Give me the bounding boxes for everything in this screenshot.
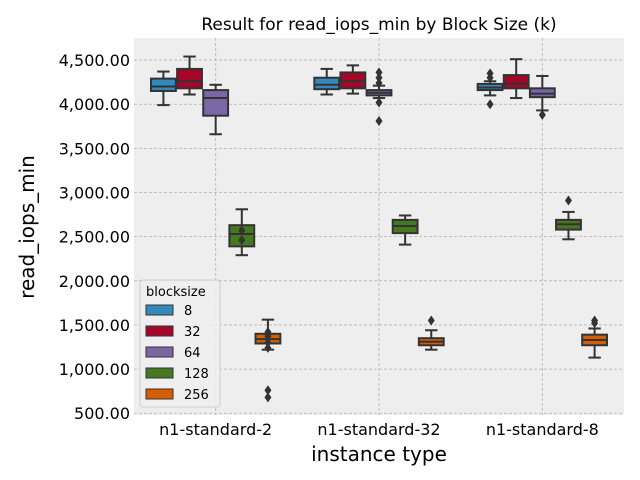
chart-title: Result for read_iops_min by Block Size (…	[201, 15, 556, 35]
box-32-n1-standard-32	[339, 64, 367, 95]
box-32-n1-standard-2	[176, 55, 203, 96]
box-128-n1-standard-32	[391, 214, 419, 246]
outlier-point	[375, 78, 383, 89]
box-64-n1-standard-32	[365, 67, 393, 126]
outlier-point	[427, 315, 435, 326]
outlier-point	[238, 225, 246, 236]
y-tick-label: 2,500.00	[59, 228, 130, 247]
legend-label-256: 256	[184, 388, 209, 403]
outlier-point	[238, 235, 246, 246]
box-256-n1-standard-8	[581, 315, 609, 359]
y-tick-label: 3,000.00	[59, 184, 130, 203]
outlier-point	[264, 392, 272, 403]
box-256-n1-standard-2	[254, 318, 282, 403]
y-axis-label: read_iops_min	[15, 155, 39, 299]
outlier-point	[264, 342, 272, 353]
box-8-n1-standard-32	[313, 67, 341, 96]
box-iqr	[502, 74, 530, 90]
outlier-point	[375, 97, 383, 108]
outlier-point	[591, 318, 599, 329]
y-tick-label: 500.00	[74, 404, 130, 423]
box-64-n1-standard-2	[202, 83, 230, 136]
y-tick-label: 1,000.00	[59, 360, 130, 379]
box-32-n1-standard-8	[502, 58, 530, 100]
y-tick-label: 4,500.00	[59, 51, 130, 70]
y-axis-ticks: 500.00 1,000.00 1,500.00 2,000.00 2,500.00 3,…	[59, 51, 130, 423]
legend-swatch-256	[145, 388, 174, 400]
box-8-n1-standard-8	[476, 68, 504, 110]
legend-items: 8 32 64 128 256	[145, 304, 209, 403]
box-64-n1-standard-8	[528, 74, 556, 120]
outlier-point	[538, 109, 546, 120]
box-groups	[149, 55, 609, 403]
legend-swatch-8	[145, 304, 174, 316]
y-tick-label: 4,000.00	[59, 95, 130, 114]
legend-label-32: 32	[184, 325, 201, 340]
x-axis-label: instance type	[311, 442, 447, 466]
box-iqr	[202, 89, 230, 117]
outlier-point	[564, 195, 572, 206]
outlier-point	[375, 72, 383, 83]
legend-swatch-128	[145, 367, 174, 379]
x-tick-label: n1-standard-2	[159, 420, 272, 439]
outlier-point	[375, 67, 383, 78]
box-128-n1-standard-8	[555, 195, 582, 241]
outlier-point	[264, 331, 272, 342]
x-tick-label: n1-standard-32	[317, 420, 440, 439]
y-tick-label: 3,500.00	[59, 139, 130, 158]
legend-swatch-64	[145, 346, 174, 358]
outlier-point	[264, 385, 272, 396]
box-8-n1-standard-2	[149, 70, 177, 107]
legend-label-128: 128	[184, 367, 209, 382]
outlier-point	[375, 115, 383, 126]
y-tick-label: 1,500.00	[59, 316, 130, 335]
box-iqr	[176, 67, 203, 90]
legend-title: blocksize	[146, 285, 206, 300]
box-iqr	[313, 76, 341, 91]
outlier-point	[264, 337, 272, 348]
x-tick-label: n1-standard-8	[486, 420, 599, 439]
legend: blocksize 8 32 64 128 256	[139, 279, 221, 408]
outlier-point	[486, 72, 494, 83]
legend-label-64: 64	[184, 346, 201, 361]
legend-label-8: 8	[184, 304, 192, 319]
x-axis-ticks: n1-standard-2 n1-standard-32 n1-standard-8	[159, 420, 599, 439]
legend-swatch-32	[145, 325, 174, 337]
box-256-n1-standard-32	[417, 315, 445, 351]
box-128-n1-standard-2	[228, 208, 256, 257]
box-iqr	[149, 77, 177, 92]
y-tick-label: 2,000.00	[59, 272, 130, 291]
outlier-point	[486, 99, 494, 110]
